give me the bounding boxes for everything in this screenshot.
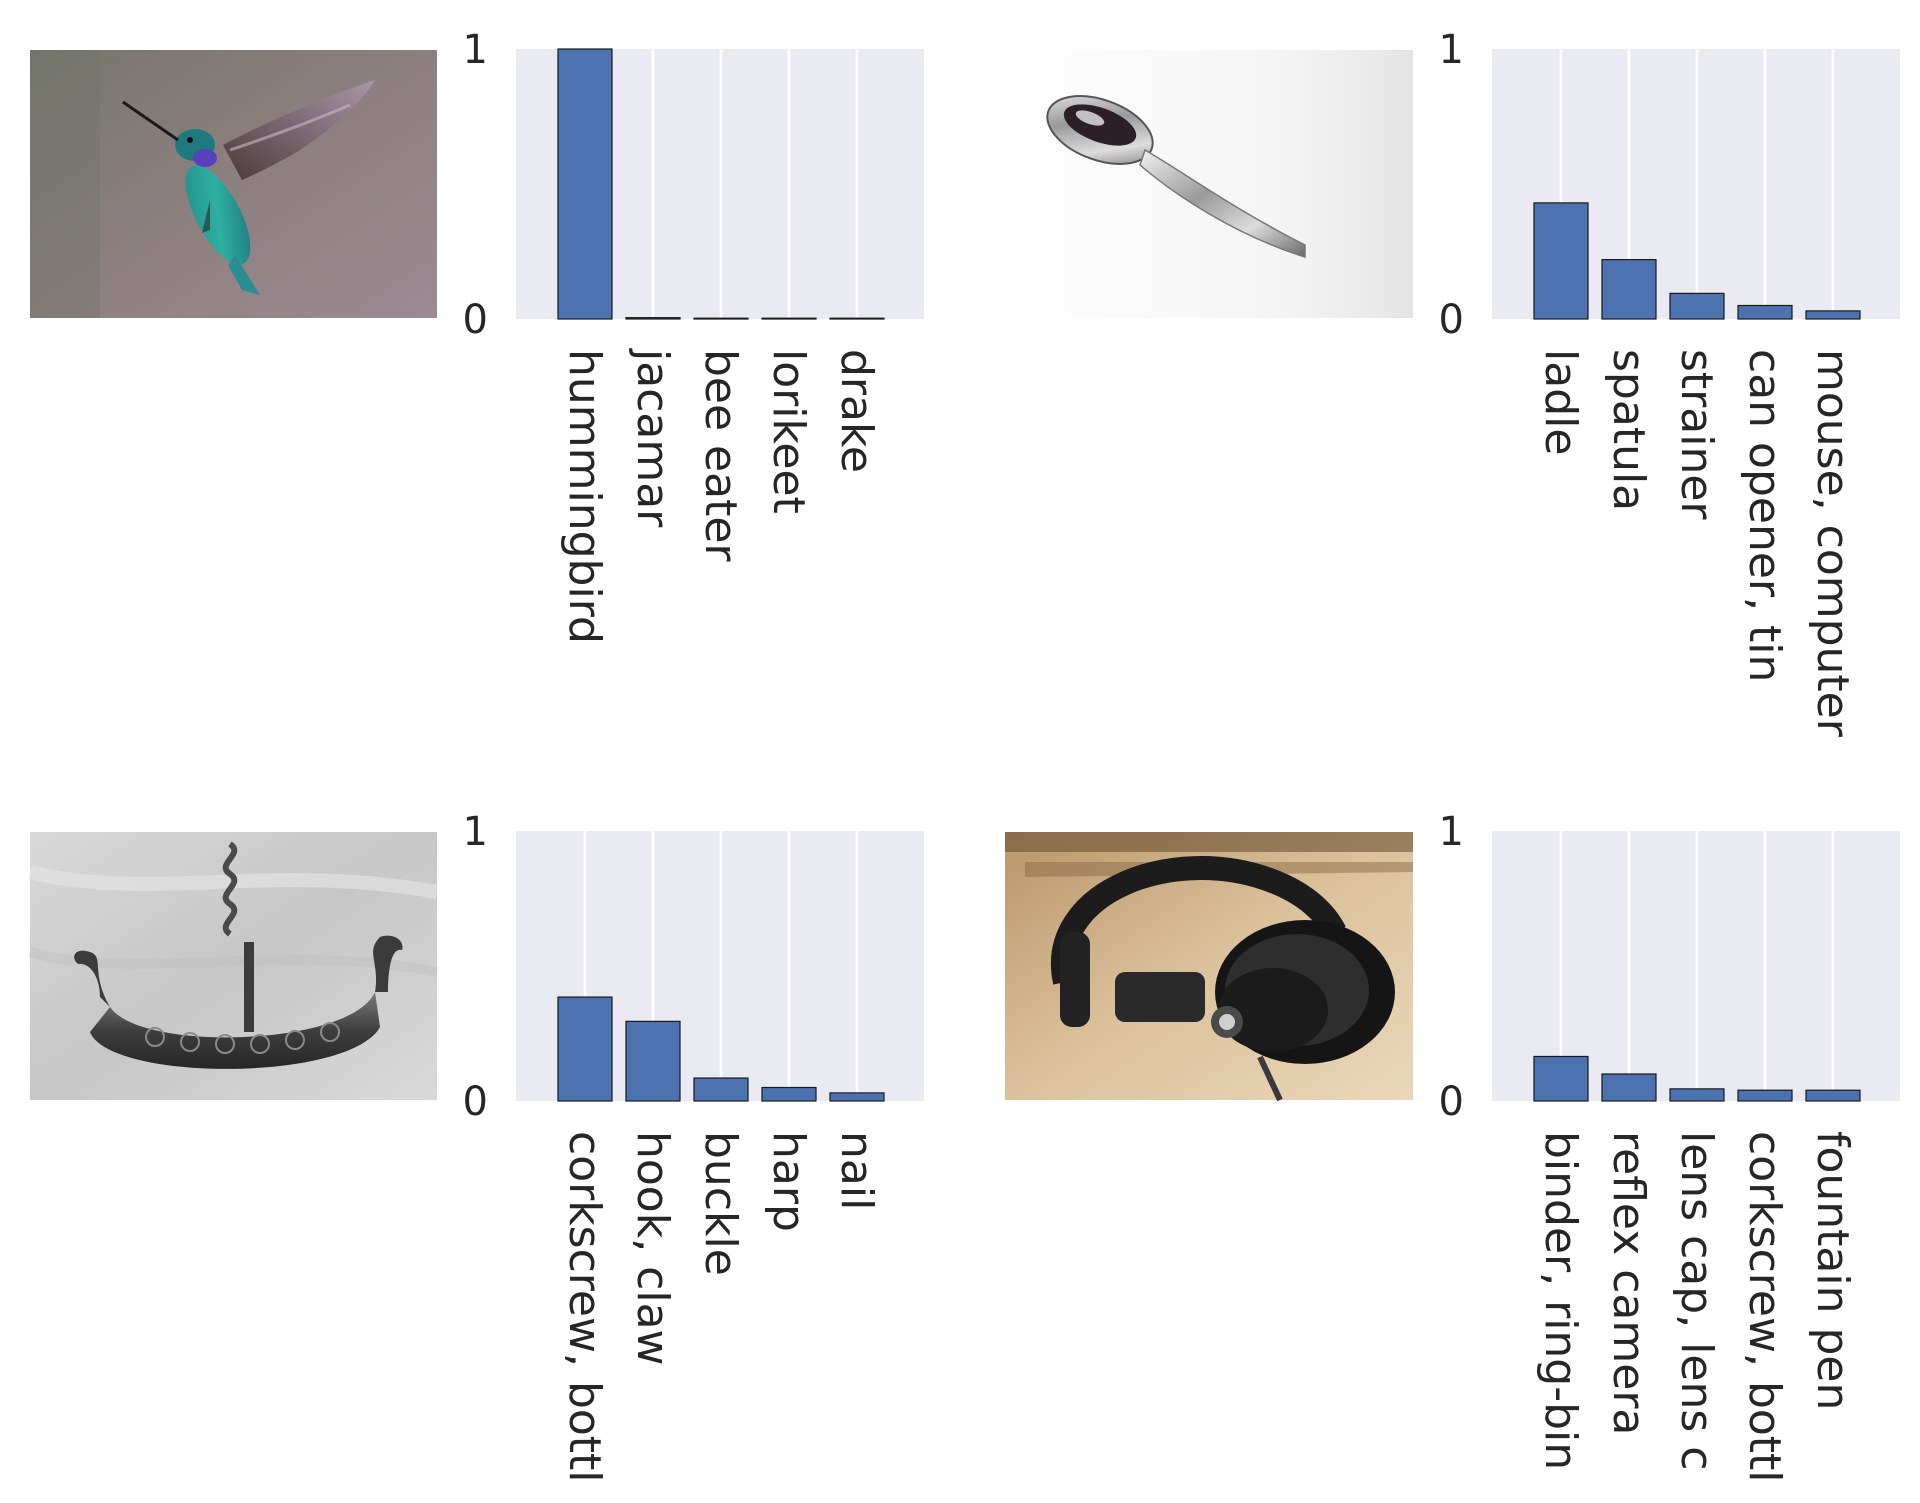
x-tick-label: lens cap, lens c: [1671, 1131, 1722, 1470]
charts: 0 1 hummingbird jacamar bee eater lorikeet dra…: [463, 27, 1900, 1483]
x-tick-label: mouse, computer: [1807, 349, 1858, 738]
x-tick-label: fountain pen: [1807, 1131, 1858, 1410]
x-tick-label: bee eater: [695, 349, 746, 562]
y-tick-label: 0: [1439, 297, 1464, 343]
bar-reflex-camera: [1601, 1073, 1657, 1102]
bar-drake: [829, 317, 885, 320]
bar-mouse-computer: [1805, 310, 1861, 320]
x-tick-label: drake: [831, 349, 882, 473]
bar-jacamar: [625, 317, 681, 320]
y-tick-label: 0: [463, 297, 488, 343]
bar-hook-claw: [625, 1020, 681, 1102]
bar-fountain-pen: [1805, 1089, 1861, 1102]
bar-hummingbird: [557, 48, 613, 320]
bar-strainer: [1669, 292, 1725, 320]
x-tick-label: hummingbird: [559, 349, 610, 644]
x-tick-label: ladle: [1535, 349, 1586, 455]
x-tick-label: spatula: [1603, 349, 1654, 511]
bar-buckle: [693, 1077, 749, 1102]
x-tick-label: nail: [831, 1131, 882, 1210]
hummingbird-photo: [30, 50, 437, 318]
y-tick-label: 0: [1439, 1079, 1464, 1125]
chart-panel-4: 0 1 binder, ring-bin reflex camera lens cap,…: [1439, 809, 1900, 1483]
chart-panel-3: 0 1 corkscrew, bottl hook, claw buckle harp na…: [463, 809, 924, 1483]
x-tick-label: lorikeet: [763, 349, 814, 514]
bar-binder-ring-bin: [1533, 1055, 1589, 1102]
bar-corkscrew-bottl: [557, 996, 613, 1102]
x-tick-label: reflex camera: [1603, 1131, 1654, 1435]
bar-lens-cap-lens-c: [1669, 1088, 1725, 1102]
x-tick-label: buckle: [695, 1131, 746, 1276]
bar-can-opener-tin: [1737, 304, 1793, 320]
x-tick-label: hook, claw: [627, 1131, 678, 1366]
x-tick-label: binder, ring-bin: [1535, 1131, 1586, 1470]
x-tick-label: strainer: [1671, 349, 1722, 520]
bar-corkscrew-bottl: [1737, 1089, 1793, 1102]
bar-ladle: [1533, 202, 1589, 320]
bar-bee-eater: [693, 317, 749, 320]
y-tick-label: 0: [463, 1079, 488, 1125]
y-tick-label: 1: [463, 809, 488, 855]
y-tick-label: 1: [463, 27, 488, 73]
chart-panel-2: 0 1 ladle spatula strainer can opener, tin mou…: [1439, 27, 1900, 738]
bar-lorikeet: [761, 317, 817, 320]
bar-spatula: [1601, 259, 1657, 320]
bar-harp: [761, 1086, 817, 1102]
headphones-photo: [1005, 832, 1413, 1102]
chart-panel-1: 0 1 hummingbird jacamar bee eater lorikeet dra…: [463, 27, 924, 644]
y-tick-label: 1: [1439, 809, 1464, 855]
x-tick-label: corkscrew, bottl: [559, 1131, 610, 1483]
spoon-photo: [1005, 50, 1413, 318]
x-tick-label: can opener, tin: [1739, 349, 1790, 682]
y-tick-label: 1: [1439, 27, 1464, 73]
x-tick-label: jacamar: [627, 348, 678, 528]
x-tick-label: corkscrew, bottl: [1739, 1131, 1790, 1483]
viking-ship-corkscrew-photo: [28, 832, 439, 1100]
bar-nail: [829, 1092, 885, 1102]
x-tick-label: harp: [763, 1131, 814, 1232]
